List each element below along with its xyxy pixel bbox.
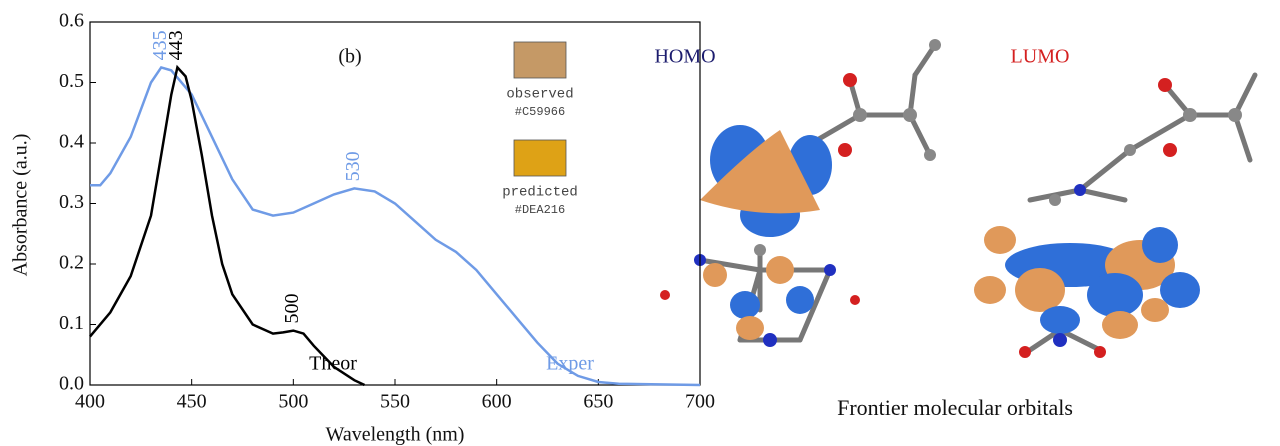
peak-label: 500 [281, 294, 303, 324]
y-tick-label: 0.2 [59, 252, 84, 274]
y-tick-label: 0.4 [59, 131, 84, 153]
homo-molecule [660, 39, 941, 347]
swatch-name: observed [506, 87, 573, 103]
series-label: Exper [546, 353, 594, 375]
caption: Frontier molecular orbitals [837, 395, 1073, 420]
y-tick-label: 0.3 [59, 191, 84, 213]
x-tick-label: 600 [482, 391, 512, 413]
x-tick-label: 650 [583, 391, 613, 413]
series-label: Theor [309, 353, 357, 375]
series-line [90, 67, 700, 385]
x-tick-label: 550 [380, 391, 410, 413]
y-tick-label: 0.0 [59, 373, 84, 395]
y-tick-label: 0.1 [59, 312, 84, 334]
y-tick-label: 0.5 [59, 70, 84, 92]
y-axis-label: Absorbance (a.u.) [10, 134, 32, 277]
peak-label: 530 [342, 151, 364, 181]
homo-label: HOMO [654, 46, 715, 68]
color-swatch [514, 140, 566, 176]
x-tick-label: 450 [177, 391, 207, 413]
color-swatch [514, 42, 566, 78]
peak-label: 443 [165, 30, 187, 60]
lumo-label: LUMO [1011, 46, 1070, 68]
y-tick-label: 0.6 [59, 10, 84, 32]
series-line [90, 67, 365, 385]
swatch-code: #DEA216 [515, 203, 565, 217]
x-axis-label: Wavelength (nm) [326, 424, 465, 446]
figure: (b) Wavelength (nm) Absorbance (a.u.) [0, 0, 1280, 446]
x-tick-label: 700 [685, 391, 715, 413]
lumo-molecule [974, 75, 1255, 358]
panel-label: (b) [338, 46, 361, 68]
x-tick-label: 500 [278, 391, 308, 413]
swatch-code: #C59966 [515, 105, 565, 119]
swatch-name: predicted [502, 185, 578, 201]
